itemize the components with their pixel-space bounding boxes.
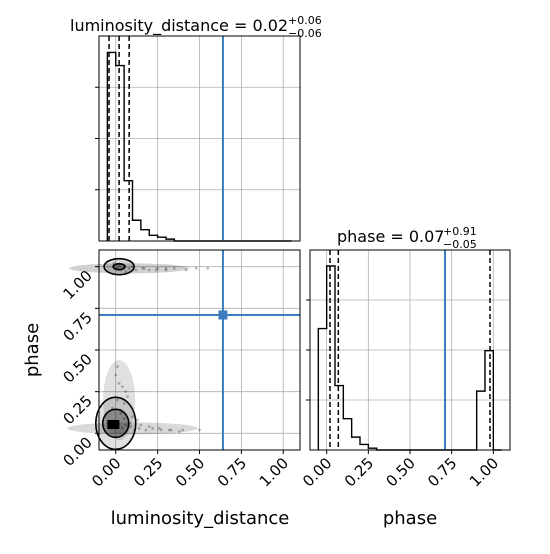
scatter-point xyxy=(117,381,121,385)
scatter-point xyxy=(124,423,128,427)
scatter-point xyxy=(131,415,134,419)
contour-upper-inner xyxy=(112,262,126,271)
scatter-point xyxy=(116,365,119,369)
phase-ytick-label-0: 0.00 xyxy=(59,433,95,469)
scatter-point xyxy=(154,268,158,272)
phase-xtick-label-1: 0.25 xyxy=(341,454,377,490)
title-luminosity-distance-lower: −0.06 xyxy=(288,27,322,40)
scatter-point xyxy=(119,411,123,415)
scatter-point xyxy=(116,398,119,402)
phase-ytick-label-4: 1.00 xyxy=(59,267,95,303)
phase-xtick-label-0: 0.00 xyxy=(299,454,335,490)
phase-ytick-label-2: 0.50 xyxy=(59,350,95,386)
luminosity-distance-xtick-label-2: 0.50 xyxy=(172,454,208,490)
scatter-point xyxy=(178,430,181,434)
scatter-point xyxy=(122,401,126,405)
scatter-point xyxy=(137,426,141,430)
scatter-point xyxy=(157,426,161,430)
scatter-point xyxy=(129,425,133,429)
scatter-point xyxy=(144,428,148,432)
density-peak xyxy=(107,420,120,429)
luminosity-distance-xtick-label-0: 0.00 xyxy=(88,454,124,490)
scatter-point xyxy=(114,373,118,377)
scatter-point xyxy=(181,428,185,432)
ylabel-phase: phase xyxy=(22,323,43,377)
scatter-point xyxy=(159,428,163,432)
scatter-point xyxy=(164,268,168,272)
scatter-point xyxy=(126,395,129,399)
title-phase-upper: +0.91 xyxy=(443,225,477,238)
scatter-point xyxy=(164,266,168,270)
luminosity-distance-xtick-label-3: 0.75 xyxy=(214,454,250,490)
scatter-point xyxy=(139,423,143,427)
phase-xtick-label-4: 1.00 xyxy=(466,454,502,490)
title-phase-main: phase = 0.07 xyxy=(337,227,444,246)
scatter-point xyxy=(184,268,188,272)
scatter-point xyxy=(121,385,124,389)
scatter-point xyxy=(121,426,124,430)
xlabel-luminosity-distance: luminosity_distance xyxy=(111,508,290,529)
title-luminosity-distance-main: luminosity_distance = 0.02 xyxy=(70,16,288,36)
scatter-point xyxy=(131,265,134,269)
phase-xtick-label-3: 0.75 xyxy=(424,454,460,490)
joint-truth-marker xyxy=(218,310,228,320)
scatter-point xyxy=(136,418,139,422)
scatter-point xyxy=(122,416,126,420)
contour-upper-outer xyxy=(103,257,135,276)
title-luminosity-distance-upper: +0.06 xyxy=(288,14,322,27)
scatter-point xyxy=(194,266,198,270)
xlabel-phase: phase xyxy=(383,508,437,529)
density-band-lower xyxy=(67,422,198,435)
scatter-point xyxy=(206,266,210,270)
scatter-point xyxy=(127,266,131,270)
scatter-point xyxy=(147,425,151,429)
scatter-point xyxy=(167,428,171,432)
luminosity-distance-xtick-label-1: 0.25 xyxy=(130,454,166,490)
scatter-point xyxy=(124,390,128,394)
phase-ytick-label-3: 0.75 xyxy=(59,308,95,344)
scatter-point xyxy=(198,428,201,432)
luminosity-distance-xtick-label-4: 1.00 xyxy=(256,454,292,490)
scatter-point xyxy=(141,266,144,270)
scatter-point xyxy=(151,426,155,430)
title-phase-lower: −0.05 xyxy=(443,238,477,251)
scatter-point xyxy=(172,266,176,270)
phase-ytick-label-1: 0.25 xyxy=(59,392,95,428)
title-luminosity-distance: luminosity_distance = 0.02 xyxy=(70,16,288,36)
phase-xtick-label-2: 0.50 xyxy=(382,454,418,490)
scatter-point xyxy=(156,266,160,270)
title-phase: phase = 0.07 xyxy=(337,227,444,246)
scatter-point xyxy=(147,268,151,272)
scatter-point xyxy=(142,266,146,270)
scatter-point xyxy=(169,428,173,432)
frame-layer xyxy=(95,35,511,454)
scatter-point xyxy=(124,270,128,274)
scatter-point xyxy=(134,268,138,272)
